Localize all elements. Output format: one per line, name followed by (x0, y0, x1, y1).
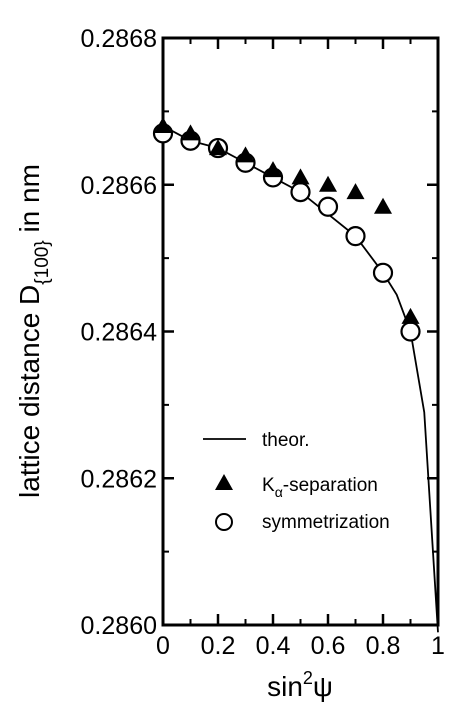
y-tick-label: 0.2862 (81, 465, 157, 493)
kalpha-separation-point (154, 117, 172, 134)
symmetrization-point (345, 226, 366, 247)
kalpha-separation-point (346, 183, 365, 200)
kalpha-separation-point (236, 146, 255, 163)
x-tick-label: 0.8 (366, 632, 401, 660)
y-axis-title: lattice distance D{100} in nm (14, 164, 53, 498)
x-axis-title: sin2ψ (267, 668, 333, 702)
legend: theor. Kα-separation symmetrization (203, 430, 390, 533)
kalpha-separation-point (291, 168, 310, 185)
data-markers (152, 117, 421, 342)
legend-kalpha-sub: α (275, 484, 283, 500)
x-axis-title-sup: 2 (303, 668, 313, 688)
y-axis-title-tail: in nm (14, 164, 45, 240)
y-tick-label: 0.2868 (81, 25, 157, 53)
symmetrization-point (400, 321, 421, 342)
plot-frame (161, 36, 440, 627)
x-tick-label: 1 (431, 632, 445, 660)
x-tick-label: 0.6 (311, 632, 346, 660)
y-tick-label: 0.2864 (81, 319, 158, 347)
x-axis-title-base: sin (267, 671, 303, 702)
legend-label-symmetrization: symmetrization (262, 512, 390, 533)
x-tick-label: 0 (156, 632, 170, 660)
symmetrization-point (317, 196, 339, 217)
y-tick-label: 0.2860 (81, 612, 157, 640)
legend-circle-icon (215, 513, 233, 531)
kalpha-separation-point (374, 197, 392, 214)
x-tick-label: 0.2 (201, 632, 236, 660)
kalpha-separation-point (209, 139, 227, 156)
legend-label-kalpha: Kα-separation (262, 475, 378, 500)
symmetrization-point (290, 181, 311, 203)
kalpha-separation-point (264, 161, 282, 178)
x-tick-label: 0.4 (256, 632, 291, 660)
x-axis-title-tail: ψ (313, 671, 333, 702)
kalpha-separation-point (401, 307, 420, 324)
legend-label-theory: theor. (262, 430, 310, 451)
axis-ticks (161, 36, 440, 627)
symmetrization-point (372, 262, 394, 283)
kalpha-separation-point (319, 175, 337, 192)
legend-triangle-icon (215, 474, 233, 490)
kalpha-separation-point (181, 124, 200, 141)
legend-kalpha-base: K (262, 475, 275, 496)
y-axis-title-main: lattice distance D (14, 285, 45, 498)
legend-kalpha-tail: -separation (283, 475, 378, 496)
y-axis-title-sub: {100} (32, 240, 53, 284)
axis-tick-labels: 0.2860 0.2862 0.2864 0.2866 0.2868 0 0.2 0.4 0.6… (81, 25, 445, 660)
y-tick-label: 0.2866 (81, 172, 157, 200)
